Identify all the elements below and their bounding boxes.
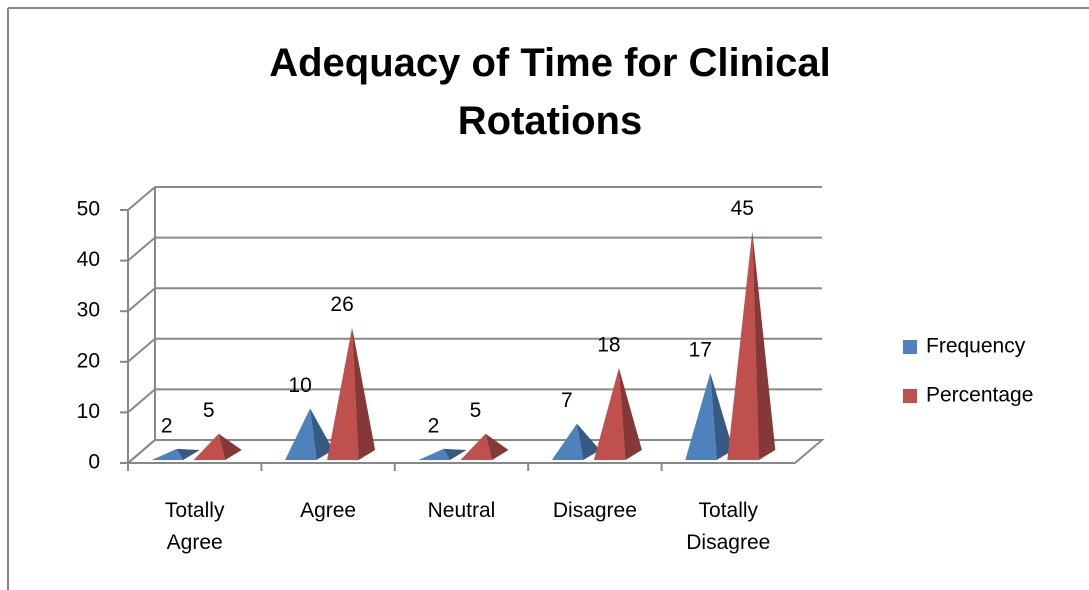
- pyramid-side: [176, 448, 200, 460]
- data-label: 7: [561, 389, 573, 412]
- pyramid-face: [327, 327, 359, 460]
- legend-swatch: [903, 340, 917, 354]
- x-tick-label: Neutral: [427, 499, 496, 522]
- pyramid-face: [727, 231, 759, 460]
- pyramid-side: [352, 327, 376, 460]
- y-tick-label: 20: [77, 349, 100, 372]
- pyramid-side: [752, 231, 776, 460]
- y-tick-label: 10: [77, 400, 100, 423]
- legend-swatch: [903, 389, 917, 403]
- pyramid-side: [310, 408, 334, 460]
- grid-line: [127, 388, 156, 414]
- pyramid: [685, 372, 734, 460]
- pyramid: [151, 448, 200, 460]
- grid-line: [127, 236, 156, 262]
- x-tick-label: Totally Disagree: [686, 499, 771, 554]
- pyramid-side: [618, 367, 642, 460]
- pyramid: [551, 423, 600, 460]
- pyramid-face: [418, 448, 450, 460]
- y-tick-label: 30: [77, 299, 100, 322]
- pyramid-side: [576, 423, 600, 460]
- chart-title: Adequacy of Time for Clinical Rotations: [269, 41, 831, 143]
- x-tick-label: Agree: [300, 499, 357, 522]
- legend-label: Frequency: [926, 335, 1026, 358]
- pyramid-face: [151, 448, 184, 460]
- pyramid-face: [593, 367, 626, 460]
- grid-line: [127, 186, 156, 211]
- grid-line: [127, 287, 156, 312]
- y-tick-label: 0: [88, 451, 100, 474]
- x-tick-label: Disagree: [552, 499, 637, 522]
- data-label: 2: [428, 414, 440, 437]
- data-label: 45: [731, 197, 754, 220]
- pyramid: [285, 408, 334, 460]
- pyramid-side: [218, 433, 242, 460]
- pyramid-side: [443, 448, 467, 460]
- data-label: 5: [470, 399, 482, 422]
- pyramid-side: [710, 372, 734, 460]
- data-label: 17: [689, 339, 712, 362]
- pyramid: [418, 448, 467, 460]
- pyramid-face: [685, 372, 717, 460]
- pyramid: [327, 327, 376, 460]
- data-label: 18: [597, 333, 620, 356]
- x-tick-label: Totally Agree: [164, 499, 225, 554]
- grid-line: [127, 439, 156, 464]
- pyramid-side: [485, 433, 509, 460]
- pyramid-face: [193, 433, 226, 460]
- legend-label: Percentage: [926, 384, 1033, 407]
- pyramid: [727, 231, 776, 460]
- data-label: 2: [161, 414, 173, 437]
- pyramid-face: [460, 433, 492, 460]
- data-label: 10: [288, 374, 311, 397]
- y-tick-label: 50: [77, 198, 100, 221]
- pyramid: [460, 433, 509, 460]
- data-label: 26: [330, 293, 353, 316]
- grid-line: [127, 338, 156, 363]
- pyramid: [593, 367, 642, 460]
- pyramid-face: [285, 408, 317, 460]
- pyramid-face: [551, 423, 584, 460]
- data-label: 5: [203, 399, 215, 422]
- y-tick-label: 40: [77, 248, 100, 271]
- pyramid: [193, 433, 242, 460]
